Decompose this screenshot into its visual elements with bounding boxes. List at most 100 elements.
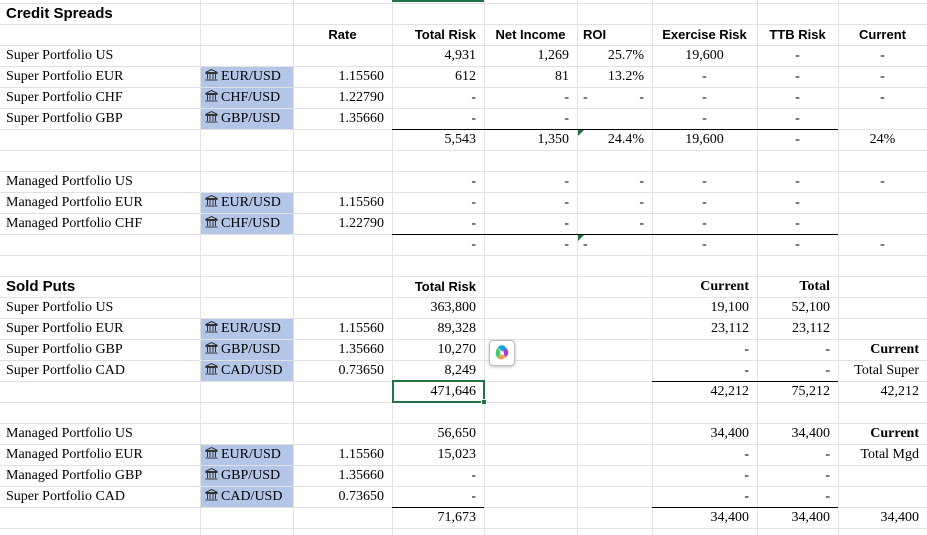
exercise-risk-sum[interactable]: 19,600	[685, 132, 724, 147]
net-income-value[interactable]: -	[564, 174, 569, 189]
total-risk-value[interactable]: 4,931	[444, 48, 477, 63]
exercise-risk-value[interactable]: -	[702, 174, 707, 189]
row-label[interactable]: Managed Portfolio US	[6, 426, 133, 441]
section-title-sold-puts[interactable]: Sold Puts	[6, 278, 76, 295]
rate-value[interactable]: 1.22790	[338, 90, 385, 105]
total-risk-value[interactable]: -	[471, 216, 476, 231]
rate-value[interactable]: 0.73650	[338, 363, 385, 378]
total-value[interactable]: -	[825, 447, 830, 462]
net-income-value[interactable]: -	[564, 90, 569, 105]
current-value[interactable]: -	[744, 342, 749, 357]
summary-label[interactable]: Current	[870, 426, 919, 441]
summary-label[interactable]: Total Super	[854, 363, 919, 378]
exercise-risk-sum[interactable]: -	[702, 237, 707, 252]
roi-value[interactable]: 13.2%	[607, 69, 644, 84]
current-value[interactable]	[838, 192, 927, 213]
error-indicator-icon[interactable]	[578, 130, 584, 136]
currency-pair-cell[interactable]: CHF/USD	[201, 88, 293, 108]
rate-value[interactable]: 1.35660	[338, 111, 385, 126]
roi-value[interactable]: -	[639, 174, 644, 189]
row-label[interactable]: Managed Portfolio EUR	[6, 195, 143, 210]
row-label[interactable]: Managed Portfolio EUR	[6, 447, 143, 462]
header-total-risk[interactable]: Total Risk	[414, 27, 476, 42]
ttb-risk-sum[interactable]: -	[795, 237, 800, 252]
ttb-risk-value[interactable]: -	[795, 69, 800, 84]
exercise-risk-value[interactable]: -	[702, 195, 707, 210]
net-income-sum[interactable]: -	[564, 237, 569, 252]
currency-pair-cell[interactable]: EUR/USD	[201, 193, 293, 213]
roi-sum[interactable]: -	[583, 237, 588, 252]
current-value[interactable]: -	[880, 48, 885, 63]
rate-value[interactable]: 1.22790	[338, 216, 385, 231]
row-label[interactable]: Managed Portfolio GBP	[6, 468, 143, 483]
row-label[interactable]: Super Portfolio US	[6, 300, 114, 315]
total-value[interactable]: -	[825, 363, 830, 378]
header-rate[interactable]: Rate	[328, 27, 357, 42]
current-value[interactable]: -	[744, 489, 749, 504]
exercise-risk-value[interactable]: -	[702, 90, 707, 105]
summary-label[interactable]: Current	[870, 342, 919, 357]
row-label[interactable]: Super Portfolio CHF	[6, 90, 123, 105]
total-risk-value[interactable]: -	[471, 174, 476, 189]
current-value[interactable]: 19,100	[710, 300, 750, 315]
current-value[interactable]: -	[880, 174, 885, 189]
header-ttb-risk[interactable]: TTB Risk	[769, 27, 826, 42]
row-label[interactable]: Super Portfolio GBP	[6, 342, 123, 357]
row-label[interactable]: Super Portfolio CAD	[6, 363, 125, 378]
exercise-risk-value[interactable]: -	[702, 216, 707, 231]
selected-cell-border[interactable]	[392, 380, 485, 403]
row-label[interactable]: Super Portfolio EUR	[6, 69, 124, 84]
current-value[interactable]: -	[880, 69, 885, 84]
net-income-sum[interactable]: 1,350	[537, 132, 570, 147]
current-value[interactable]: -	[744, 363, 749, 378]
row-label[interactable]: Super Portfolio EUR	[6, 321, 124, 336]
total-risk-value[interactable]: 612	[455, 69, 476, 84]
header-net-income[interactable]: Net Income	[495, 27, 566, 42]
rate-value[interactable]: 1.15560	[338, 447, 385, 462]
total-risk-value[interactable]: 89,328	[437, 321, 477, 336]
total-value[interactable]: 52,100	[791, 300, 831, 315]
net-income-value[interactable]: -	[564, 195, 569, 210]
current-value[interactable]	[838, 213, 927, 234]
current-sum[interactable]: -	[880, 237, 885, 252]
header-current[interactable]: Current	[700, 279, 749, 294]
exercise-risk-value[interactable]: -	[702, 69, 707, 84]
summary-value[interactable]: 42,212	[880, 384, 920, 399]
roi-value[interactable]: 25.7%	[607, 48, 644, 63]
exercise-risk-value[interactable]: 19,600	[685, 48, 724, 63]
total-risk-value[interactable]: -	[471, 111, 476, 126]
total-risk-value[interactable]: 8,249	[444, 363, 477, 378]
total-value[interactable]: -	[825, 342, 830, 357]
summary-label[interactable]: Total Mgd	[860, 447, 919, 462]
ttb-risk-value[interactable]: -	[795, 90, 800, 105]
current-sum[interactable]: 24%	[869, 132, 896, 147]
total-risk-sum[interactable]: 5,543	[444, 132, 477, 147]
total-value[interactable]: -	[825, 468, 830, 483]
current-value[interactable]: 23,112	[711, 321, 749, 336]
current-sum[interactable]: 42,212	[710, 384, 750, 399]
header-exercise-risk[interactable]: Exercise Risk	[662, 27, 747, 42]
net-income-value[interactable]: 81	[555, 69, 569, 84]
rate-value[interactable]: 1.35660	[338, 342, 385, 357]
net-income-value[interactable]: -	[564, 111, 569, 126]
ttb-risk-value[interactable]: -	[795, 216, 800, 231]
roi-dash[interactable]: -	[583, 90, 588, 105]
row-label[interactable]: Super Portfolio CAD	[6, 489, 125, 504]
roi-value[interactable]: -	[639, 195, 644, 210]
rate-value[interactable]: 1.35660	[338, 468, 385, 483]
fill-handle[interactable]	[481, 399, 487, 405]
rate-value[interactable]: 1.15560	[338, 195, 385, 210]
currency-pair-cell[interactable]: EUR/USD	[201, 445, 293, 465]
error-indicator-icon[interactable]	[578, 235, 584, 241]
net-income-value[interactable]: 1,269	[537, 48, 570, 63]
currency-pair-cell[interactable]: GBP/USD	[201, 109, 293, 129]
total-risk-value[interactable]: 363,800	[430, 300, 477, 315]
roi-value[interactable]: -	[639, 216, 644, 231]
row-label[interactable]: Super Portfolio US	[6, 48, 114, 63]
total-value[interactable]: -	[825, 489, 830, 504]
total-risk-value[interactable]: 56,650	[437, 426, 477, 441]
total-risk-sum[interactable]: -	[471, 237, 476, 252]
currency-pair-cell[interactable]: CAD/USD	[201, 487, 293, 507]
current-value[interactable]: -	[744, 468, 749, 483]
ttb-risk-sum[interactable]: -	[795, 132, 800, 147]
